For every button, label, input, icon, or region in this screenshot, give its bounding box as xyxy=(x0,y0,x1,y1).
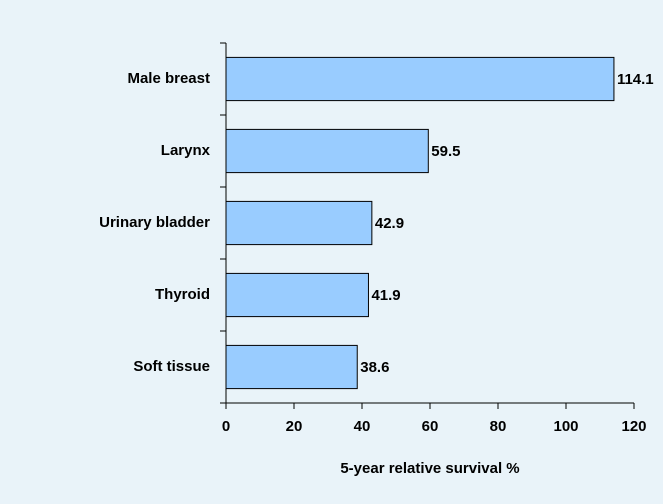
bar xyxy=(225,56,615,102)
x-tick-label: 100 xyxy=(553,418,578,435)
x-tick-label: 20 xyxy=(286,418,303,435)
category-label: Soft tissue xyxy=(133,358,210,375)
x-tick-label: 120 xyxy=(621,418,646,435)
value-label: 41.9 xyxy=(371,287,400,304)
x-tick-label: 0 xyxy=(222,418,230,435)
category-label: Larynx xyxy=(161,142,211,159)
x-tick-label: 60 xyxy=(422,418,439,435)
x-tick-label: 80 xyxy=(490,418,507,435)
x-axis-label: 5-year relative survival % xyxy=(340,460,519,477)
bar xyxy=(225,128,429,174)
value-label: 42.9 xyxy=(375,215,404,232)
category-label: Male breast xyxy=(127,70,210,87)
value-label: 59.5 xyxy=(431,143,460,160)
bar xyxy=(225,200,373,246)
value-label: 38.6 xyxy=(360,359,389,376)
category-label: Thyroid xyxy=(155,286,210,303)
bar xyxy=(225,344,358,390)
value-label: 114.1 xyxy=(617,71,654,88)
bar xyxy=(225,272,369,318)
category-label: Urinary bladder xyxy=(99,214,210,231)
x-tick-label: 40 xyxy=(354,418,371,435)
